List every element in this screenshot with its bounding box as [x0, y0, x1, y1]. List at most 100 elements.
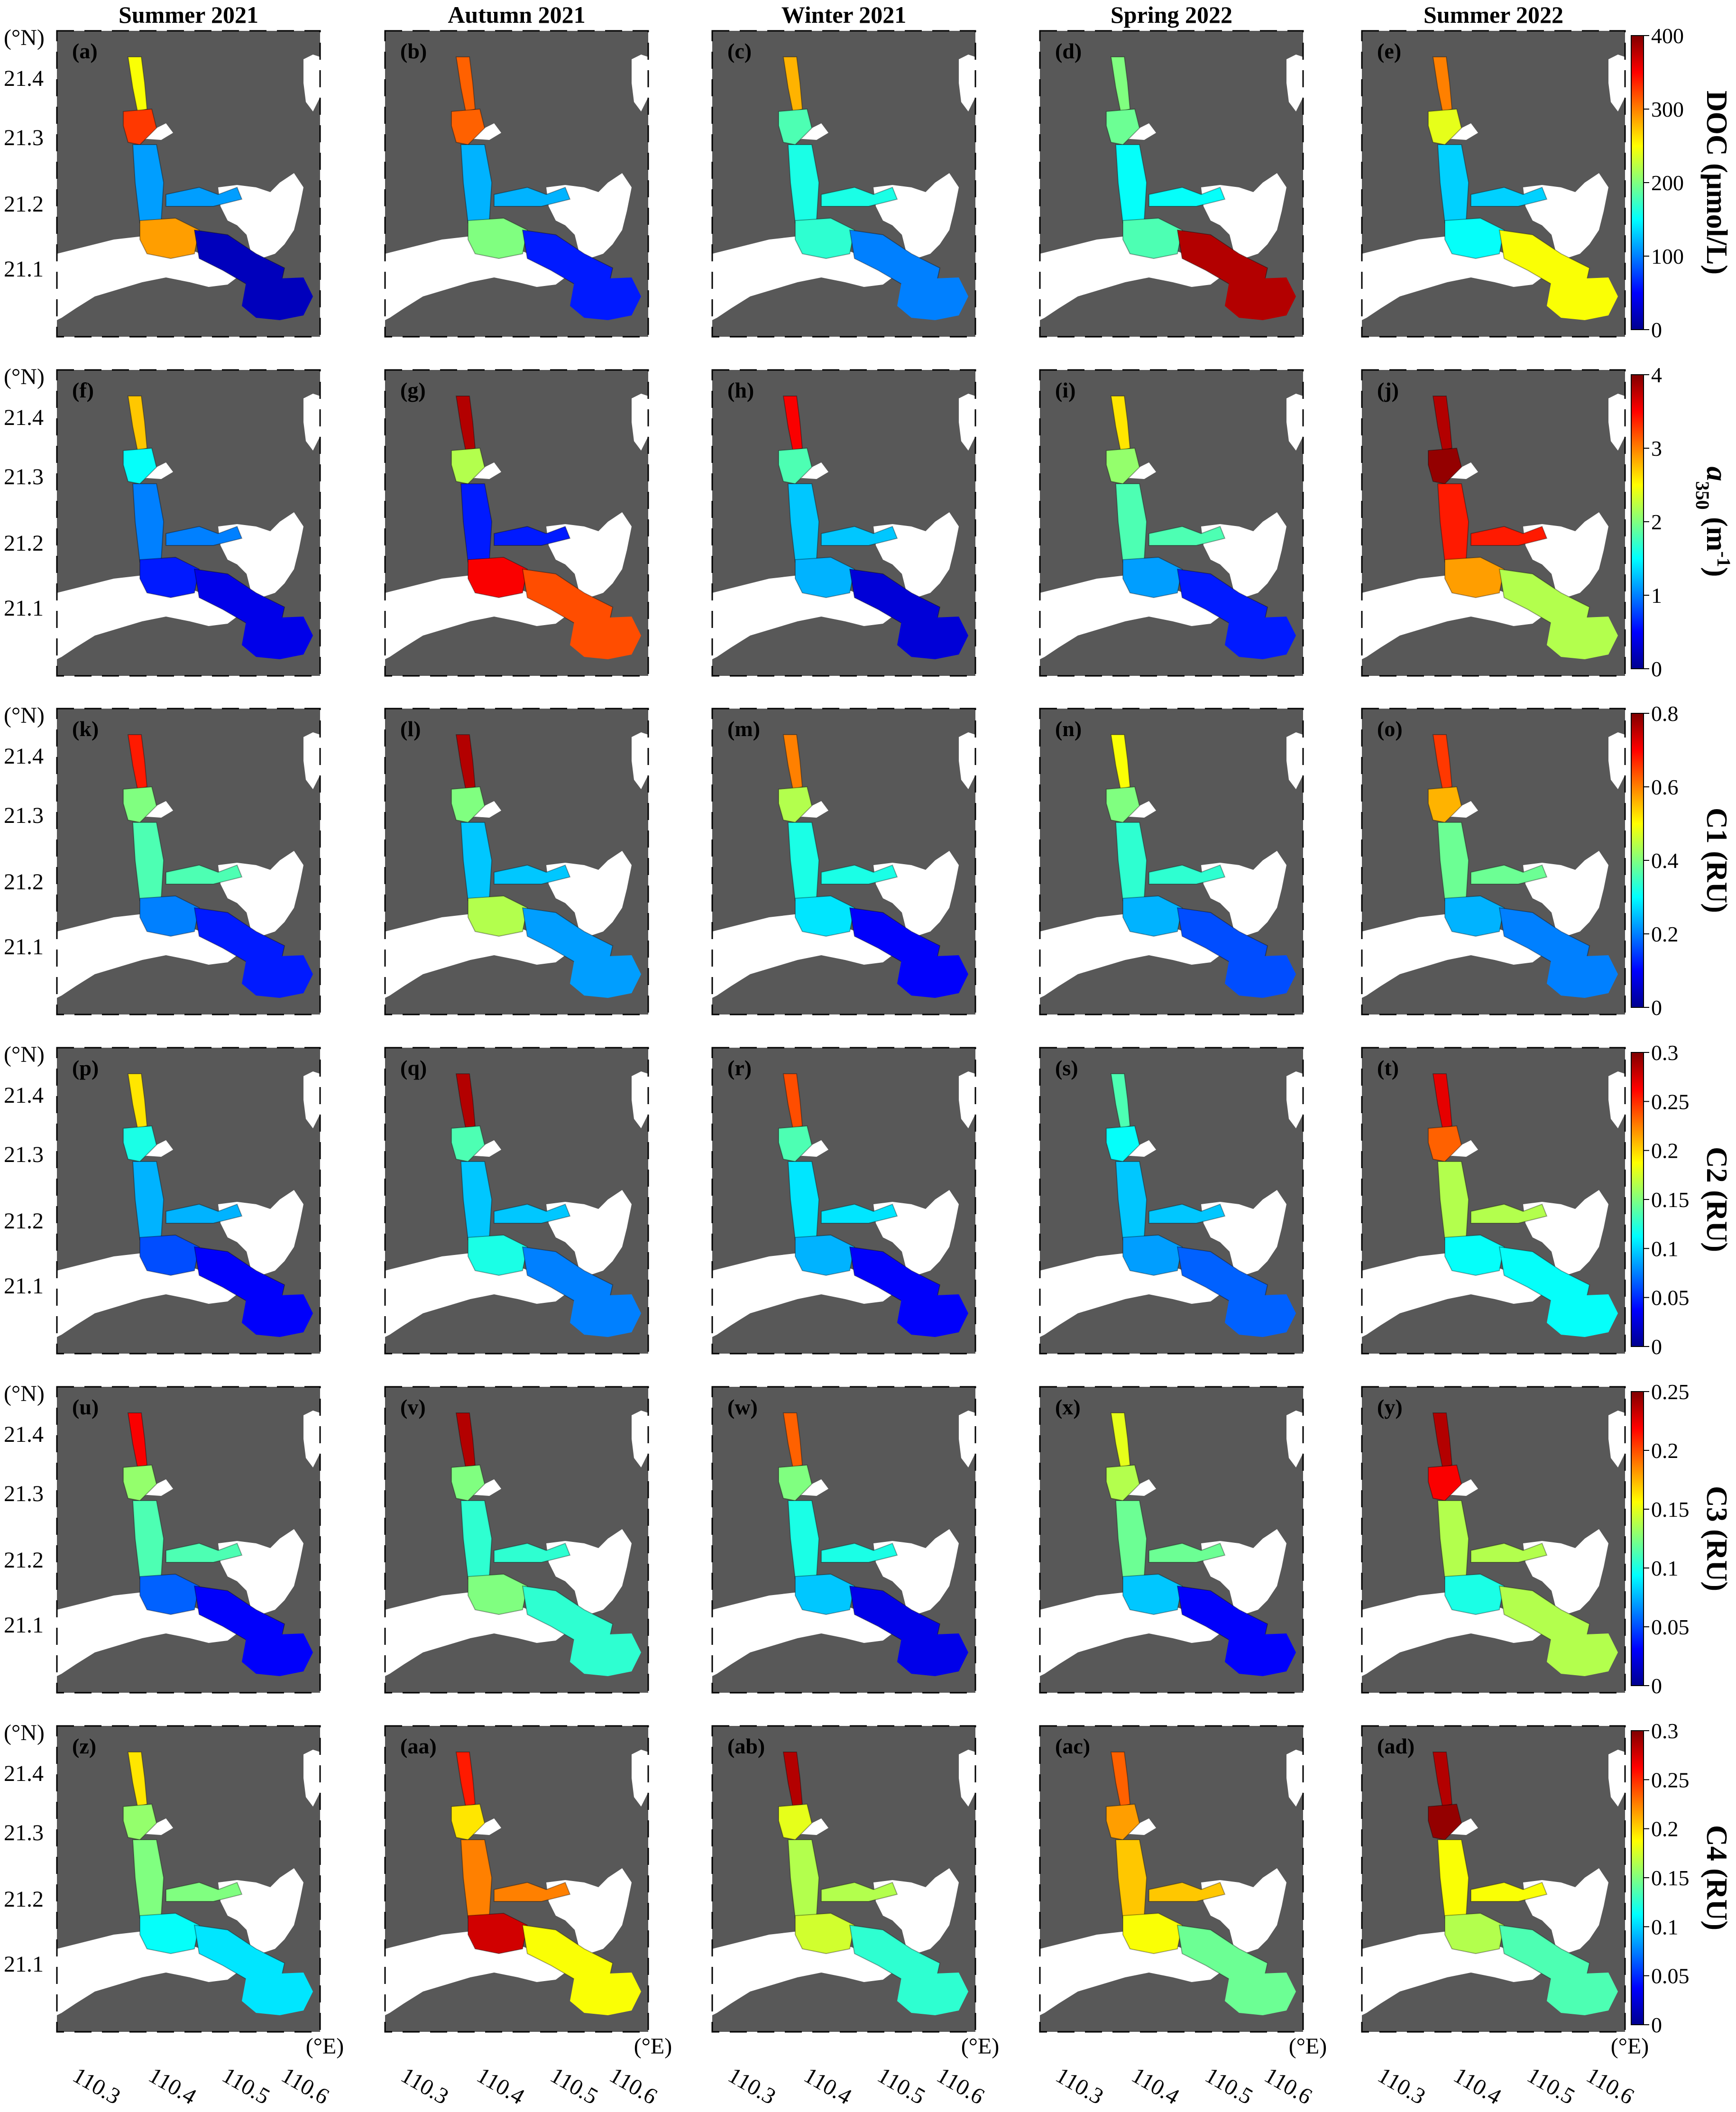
coast-shape	[385, 1931, 565, 2015]
colorbar-tick-label: 0.25	[1651, 1380, 1690, 1404]
estuary-segment	[468, 1573, 528, 1615]
map-panel: (l)	[384, 708, 649, 1015]
lat-tick: 21.1	[4, 934, 44, 959]
panel-frame	[711, 369, 976, 677]
panel-label: (v)	[400, 1395, 426, 1419]
coast-shape	[1362, 1931, 1542, 2015]
lat-tick: 21.4	[4, 1083, 44, 1108]
coast-shape	[959, 732, 975, 789]
lon-tick: 110.4	[145, 2063, 201, 2110]
panel-label: (p)	[72, 1056, 99, 1080]
coast-shape	[57, 236, 237, 320]
coast-shape	[1286, 55, 1303, 111]
variable-name: C2 (RU)	[1700, 1147, 1733, 1252]
panel-frame	[1361, 30, 1626, 338]
coast-shape	[385, 1253, 565, 1337]
estuary-segment	[1432, 1073, 1453, 1129]
coast-shape	[712, 913, 892, 998]
coast-shape	[1040, 951, 1073, 979]
colorbar-tick-label: 0.1	[1651, 1556, 1679, 1580]
estuary-segment	[1470, 1203, 1548, 1224]
colorbar-tick-label: 0	[1651, 1674, 1662, 1698]
coast-shape	[1608, 732, 1625, 789]
coast-shape	[1040, 1253, 1220, 1337]
coast-shape	[1040, 1931, 1220, 2015]
panel-label: (s)	[1055, 1056, 1078, 1080]
colorbar-tick-label: 3	[1651, 436, 1662, 461]
coast-shape	[959, 55, 975, 111]
offshore-segment	[242, 617, 313, 659]
coast-shape	[1608, 55, 1625, 111]
panel-label: (ab)	[727, 1734, 765, 1758]
offshore-segment	[570, 1973, 641, 2015]
colorbar-tick-label: 0.1	[1651, 1236, 1679, 1261]
coast-shape	[57, 1969, 90, 1996]
estuary-segment	[1110, 56, 1131, 112]
colorbar-tick-label: 300	[1651, 97, 1684, 121]
coast-shape	[1362, 1291, 1395, 1318]
coast-shape	[1040, 274, 1073, 301]
estuary-segment	[1110, 1073, 1131, 1129]
panel-label: (w)	[727, 1395, 758, 1419]
panel-label: (aa)	[400, 1734, 437, 1758]
coast-shape	[1362, 1630, 1395, 1657]
panel-frame	[1361, 1047, 1626, 1355]
estuary-segment	[139, 217, 200, 259]
variable-name: DOC (μmol/L)	[1700, 91, 1733, 275]
estuary-segment	[494, 1542, 571, 1563]
estuary-segment	[1444, 217, 1505, 259]
colorbar-tick-label: 0.4	[1651, 848, 1679, 873]
coast-shape	[57, 913, 237, 998]
offshore-segment	[242, 277, 313, 320]
offshore-segment	[1225, 617, 1296, 659]
map-panel: (x)	[1039, 1386, 1304, 1694]
estuary-segment	[1470, 526, 1548, 546]
panel-frame	[1361, 369, 1626, 677]
estuary-segment	[1122, 895, 1183, 937]
estuary-segment	[468, 217, 528, 259]
lat-tick: 21.4	[4, 66, 44, 91]
estuary-segment	[1432, 1752, 1453, 1808]
lat-unit: (°N)	[4, 1042, 45, 1067]
coast-shape	[1362, 913, 1542, 998]
panel-label: (c)	[727, 39, 752, 63]
lon-tick: 110.5	[546, 2063, 602, 2110]
colorbar-tick-label: 400	[1651, 24, 1684, 48]
estuary-segment	[1148, 1542, 1226, 1563]
season-title: Summer 2022	[1424, 1, 1563, 28]
panel-label: (y)	[1377, 1395, 1403, 1419]
coast-shape	[632, 732, 648, 789]
estuary-segment	[127, 734, 148, 790]
variable-name: C1 (RU)	[1700, 808, 1733, 913]
estuary-segment	[821, 1542, 898, 1563]
panel-frame	[384, 1725, 649, 2033]
colorbar-tick-label: 100	[1651, 244, 1684, 268]
season-title: Summer 2021	[119, 1, 258, 28]
lon-tick: 110.6	[277, 2063, 333, 2110]
coast-shape	[959, 394, 975, 451]
lon-tick: 110.4	[800, 2063, 856, 2110]
panel-frame	[711, 1725, 976, 2033]
lat-tick: 21.1	[4, 596, 44, 621]
coast-shape	[1362, 1592, 1542, 1676]
colorbar-tick-label: 0.05	[1651, 1964, 1690, 1988]
colorbar-tick-label: 0.3	[1651, 1041, 1679, 1065]
colorbar-tick-label: 0.8	[1651, 701, 1679, 726]
lon-tick: 110.6	[933, 2063, 989, 2110]
estuary-segment	[1110, 1412, 1131, 1468]
estuary-segment	[1432, 396, 1453, 452]
offshore-segment	[1547, 1294, 1618, 1337]
lon-tick: 110.5	[1201, 2063, 1257, 2110]
estuary-segment	[1470, 1881, 1548, 1902]
map-panel: (a)	[56, 30, 321, 338]
variable-name: C4 (RU)	[1700, 1825, 1733, 1930]
map-panel: (g)	[384, 369, 649, 677]
estuary-segment	[795, 556, 855, 599]
offshore-segment	[897, 1633, 968, 1676]
lon-tick: 110.4	[473, 2063, 529, 2110]
lon-tick: 110.3	[724, 2063, 780, 2110]
colorbar-tick-label: 0.25	[1651, 1768, 1690, 1792]
coast-shape	[385, 1592, 565, 1676]
estuary-segment	[1432, 56, 1453, 112]
map-panel: (e)	[1361, 30, 1626, 338]
